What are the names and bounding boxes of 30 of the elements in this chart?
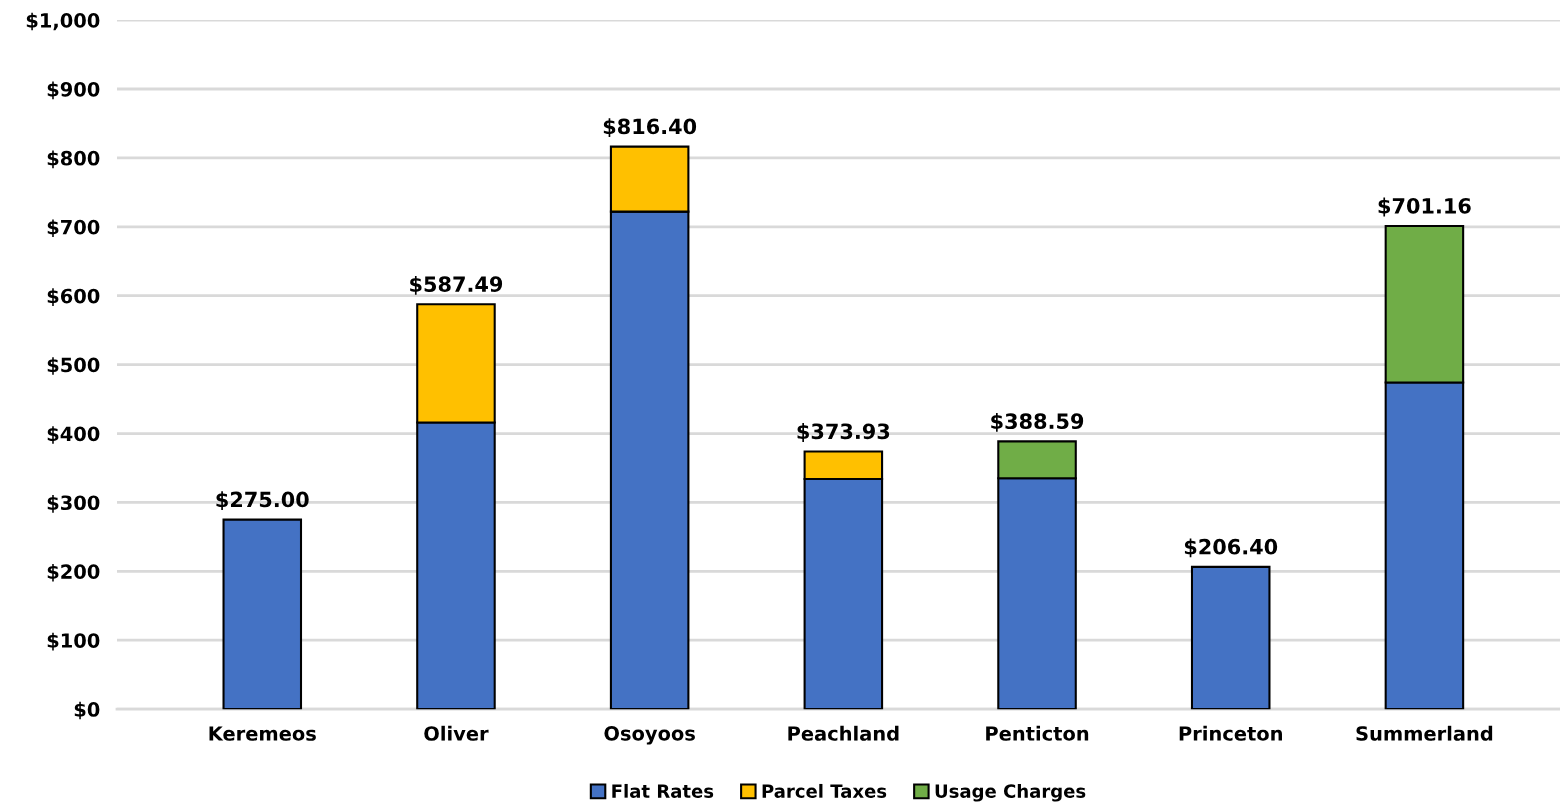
total-label: $816.40 xyxy=(603,118,697,138)
x-tick-label: Osoyoos xyxy=(604,725,695,745)
legend-label: Parcel Taxes xyxy=(762,783,887,798)
y-tick-label: $500 xyxy=(47,357,100,375)
y-tick-label: $600 xyxy=(47,288,100,306)
total-label: $388.59 xyxy=(991,412,1084,432)
total-label: $587.49 xyxy=(410,275,503,295)
y-tick-label: $1,000 xyxy=(26,12,100,31)
total-label: $701.16 xyxy=(1378,197,1471,217)
x-tick-label: Oliver xyxy=(424,725,489,741)
legend-label: Usage Charges xyxy=(935,783,1086,802)
y-tick-label: $700 xyxy=(47,219,100,238)
bar xyxy=(222,518,303,710)
total-label: $275.00 xyxy=(216,491,309,511)
y-tick-label: $200 xyxy=(47,563,100,582)
y-tick-label: $400 xyxy=(47,426,100,444)
y-tick-label: $900 xyxy=(47,81,100,100)
y-tick-label: $100 xyxy=(47,632,100,651)
total-label: $206.40 xyxy=(1184,538,1278,558)
y-tick-label: $300 xyxy=(47,495,100,513)
y-tick-label: $0 xyxy=(74,701,100,720)
legend-label: Flat Rates xyxy=(612,783,714,798)
x-tick-label: Keremeos xyxy=(209,726,316,741)
bar xyxy=(1190,565,1271,710)
x-tick-label: Penticton xyxy=(986,725,1089,741)
x-tick-label: Princeton xyxy=(1179,725,1282,741)
x-tick-label: Peachland xyxy=(788,725,899,741)
y-tick-label: $800 xyxy=(47,150,100,169)
total-label: $373.93 xyxy=(797,423,890,442)
x-tick-label: Summerland xyxy=(1356,725,1493,741)
